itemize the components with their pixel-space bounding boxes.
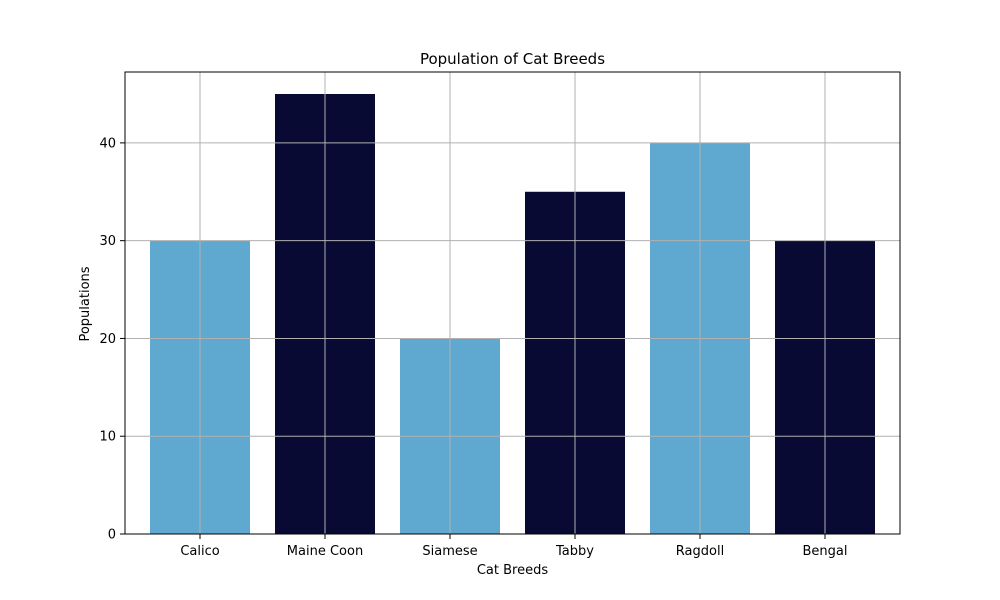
x-axis-ticks: Calico Maine Coon Siamese Tabby Ragdoll Benga… — [180, 534, 848, 559]
x-tick-label: Tabby — [555, 544, 594, 559]
y-tick-label: 0 — [108, 528, 116, 543]
x-tick-label: Calico — [180, 544, 219, 559]
plot-area-frame — [124, 71, 901, 535]
y-tick-label: 40 — [99, 136, 116, 151]
y-tick-label: 10 — [99, 430, 116, 445]
bars — [150, 94, 875, 534]
y-tick-label: 20 — [99, 332, 116, 347]
grid-lines-front — [125, 72, 900, 534]
y-axis-label: Populations — [78, 266, 93, 341]
x-axis-label: Cat Breeds — [477, 563, 548, 578]
x-tick-label: Ragdoll — [676, 544, 724, 559]
chart-title: Population of Cat Breeds — [420, 50, 605, 68]
x-tick-label: Maine Coon — [287, 544, 363, 559]
x-tick-label: Siamese — [422, 544, 477, 559]
x-tick-label: Bengal — [803, 544, 848, 559]
y-tick-label: 30 — [99, 234, 116, 249]
y-axis-ticks: 0 10 20 30 40 — [99, 136, 125, 543]
